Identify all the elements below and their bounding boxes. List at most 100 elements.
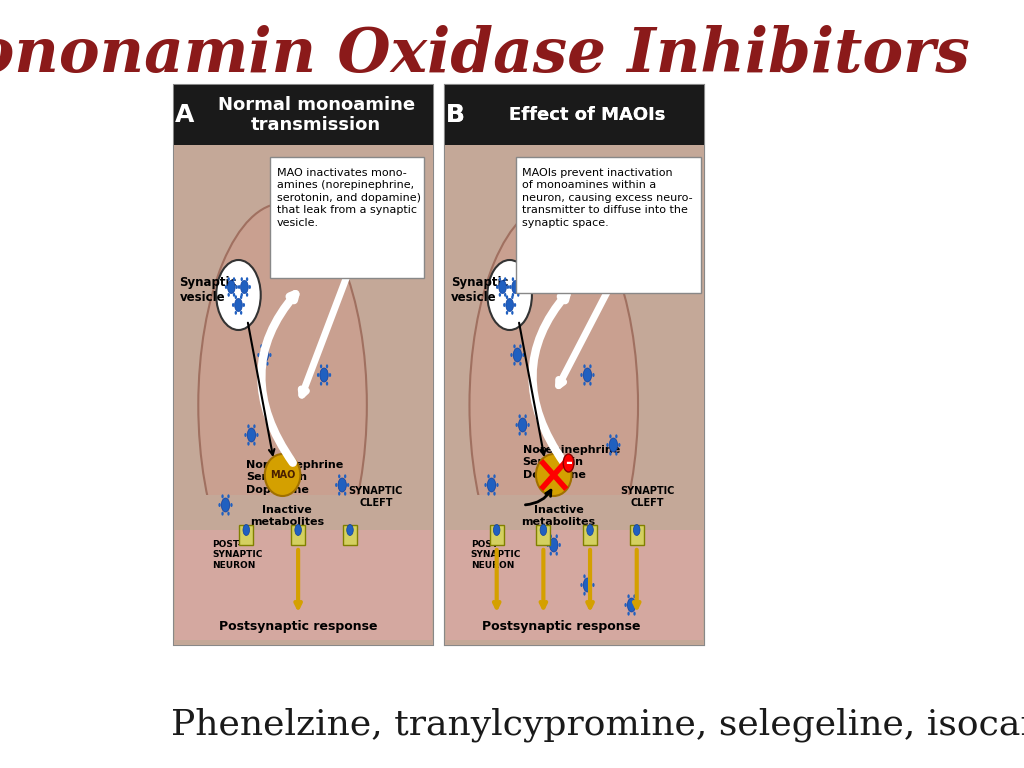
Ellipse shape	[269, 353, 271, 357]
FancyBboxPatch shape	[444, 85, 705, 645]
Ellipse shape	[536, 454, 571, 496]
Text: POST-
SYNAPTIC
NEURON: POST- SYNAPTIC NEURON	[213, 540, 263, 570]
Text: MAOIs prevent inactivation
of monoamines within a
neuron, causing excess neuro-
: MAOIs prevent inactivation of monoamines…	[522, 168, 693, 227]
Ellipse shape	[260, 362, 262, 366]
Text: Norepinephrine
Serotonin
Dopamine: Norepinephrine Serotonin Dopamine	[522, 445, 620, 480]
Ellipse shape	[503, 303, 506, 307]
Ellipse shape	[512, 280, 519, 293]
Ellipse shape	[513, 348, 521, 362]
Ellipse shape	[584, 382, 586, 386]
Ellipse shape	[517, 293, 519, 296]
Ellipse shape	[494, 475, 496, 478]
Ellipse shape	[247, 442, 250, 445]
FancyBboxPatch shape	[175, 495, 432, 530]
Ellipse shape	[234, 295, 237, 300]
Ellipse shape	[518, 418, 526, 432]
Ellipse shape	[581, 373, 583, 377]
Ellipse shape	[589, 574, 592, 578]
Ellipse shape	[518, 415, 521, 419]
Ellipse shape	[524, 415, 526, 419]
Ellipse shape	[245, 433, 247, 437]
Text: Mononamin Oxidase Inhibitors: Mononamin Oxidase Inhibitors	[0, 25, 971, 85]
Ellipse shape	[241, 277, 243, 281]
Ellipse shape	[584, 591, 586, 596]
Ellipse shape	[609, 452, 611, 455]
Ellipse shape	[216, 260, 261, 330]
Ellipse shape	[550, 535, 552, 538]
Ellipse shape	[634, 525, 640, 535]
Ellipse shape	[514, 303, 516, 307]
Ellipse shape	[506, 299, 513, 312]
Ellipse shape	[227, 293, 229, 296]
Text: Inactive
metabolites: Inactive metabolites	[521, 505, 596, 527]
Ellipse shape	[344, 492, 346, 495]
Ellipse shape	[338, 478, 346, 492]
Ellipse shape	[221, 498, 229, 512]
Ellipse shape	[556, 551, 558, 556]
Ellipse shape	[513, 344, 516, 349]
Text: Synaptic
vesicle: Synaptic vesicle	[179, 276, 238, 304]
Ellipse shape	[522, 353, 524, 357]
Ellipse shape	[497, 483, 499, 487]
Ellipse shape	[253, 442, 256, 445]
Ellipse shape	[225, 285, 227, 289]
Ellipse shape	[234, 299, 243, 312]
Ellipse shape	[518, 432, 521, 435]
Ellipse shape	[241, 293, 243, 296]
Ellipse shape	[218, 503, 221, 507]
Ellipse shape	[507, 285, 509, 289]
Ellipse shape	[606, 443, 608, 447]
Ellipse shape	[232, 303, 234, 307]
Ellipse shape	[241, 280, 248, 293]
Ellipse shape	[338, 475, 340, 478]
Ellipse shape	[511, 311, 513, 315]
FancyBboxPatch shape	[174, 85, 433, 645]
Ellipse shape	[633, 594, 636, 598]
Ellipse shape	[633, 611, 636, 616]
FancyBboxPatch shape	[444, 145, 705, 645]
Text: MAO inactivates mono-
amines (norepinephrine,
serotonin, and dopamine)
that leak: MAO inactivates mono- amines (norepineph…	[276, 168, 421, 227]
Ellipse shape	[247, 425, 250, 429]
Ellipse shape	[221, 495, 223, 498]
Ellipse shape	[246, 293, 248, 296]
Ellipse shape	[240, 295, 243, 300]
Ellipse shape	[527, 423, 529, 427]
Text: Postsynaptic response: Postsynaptic response	[219, 620, 378, 633]
Ellipse shape	[547, 543, 549, 547]
Ellipse shape	[227, 495, 229, 498]
Ellipse shape	[615, 435, 617, 439]
Ellipse shape	[494, 525, 500, 535]
Ellipse shape	[319, 368, 329, 382]
Ellipse shape	[581, 583, 583, 587]
Ellipse shape	[240, 311, 243, 315]
Ellipse shape	[499, 280, 507, 293]
Ellipse shape	[221, 511, 223, 515]
Ellipse shape	[317, 373, 319, 377]
Ellipse shape	[469, 204, 638, 607]
Ellipse shape	[563, 454, 573, 472]
Ellipse shape	[587, 525, 593, 535]
Ellipse shape	[257, 353, 260, 357]
Ellipse shape	[609, 435, 611, 439]
FancyBboxPatch shape	[291, 525, 305, 545]
Text: Synaptic
vesicle: Synaptic vesicle	[451, 276, 508, 304]
Ellipse shape	[266, 344, 268, 349]
Ellipse shape	[249, 285, 251, 289]
Text: Effect of MAOIs: Effect of MAOIs	[509, 106, 666, 124]
Text: Norepinephrine
Serotonin
Dopamine: Norepinephrine Serotonin Dopamine	[246, 460, 343, 495]
Ellipse shape	[484, 483, 486, 487]
Text: Effect of MAOIs: Effect of MAOIs	[509, 106, 666, 124]
Ellipse shape	[628, 611, 630, 616]
Ellipse shape	[344, 475, 346, 478]
Ellipse shape	[550, 538, 558, 552]
Ellipse shape	[247, 428, 256, 442]
Ellipse shape	[234, 311, 237, 315]
Ellipse shape	[230, 503, 232, 507]
Ellipse shape	[584, 574, 586, 578]
Ellipse shape	[487, 478, 496, 492]
Ellipse shape	[266, 362, 268, 366]
Ellipse shape	[584, 364, 586, 369]
Ellipse shape	[335, 483, 338, 487]
Ellipse shape	[265, 454, 300, 496]
Ellipse shape	[504, 277, 507, 281]
